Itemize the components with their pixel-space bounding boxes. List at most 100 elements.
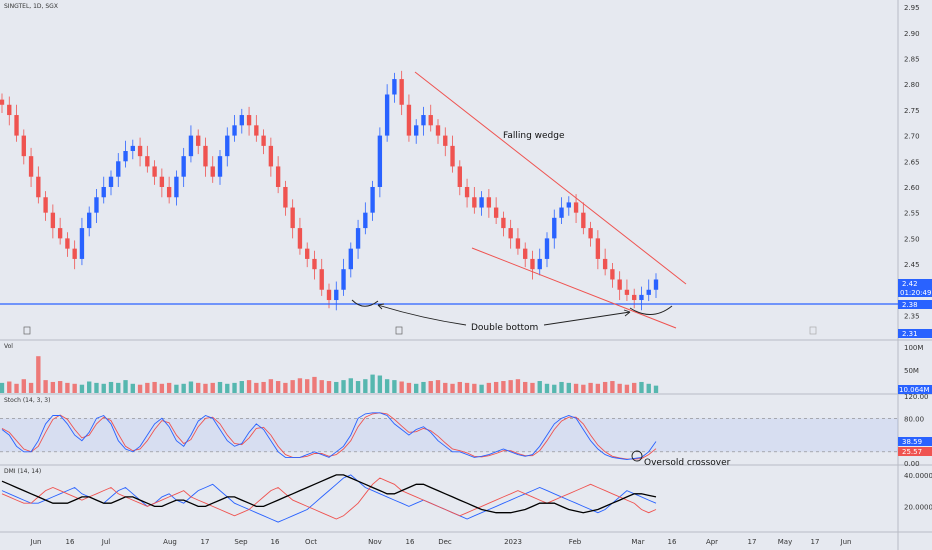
volume-bar bbox=[399, 381, 404, 393]
volume-bar bbox=[43, 380, 48, 393]
stoch-d-line bbox=[1, 412, 657, 460]
candle-body bbox=[21, 135, 26, 157]
candle-body bbox=[530, 258, 535, 270]
volume-bar bbox=[348, 378, 353, 393]
volume-bar bbox=[610, 381, 615, 393]
volume-bar bbox=[537, 381, 542, 393]
candle-body bbox=[479, 197, 484, 208]
candle-body bbox=[486, 197, 492, 208]
volume-bar bbox=[326, 381, 332, 393]
volume-bar bbox=[414, 383, 419, 393]
candle-body bbox=[174, 176, 179, 198]
dmi-label: DMI (14, 14) bbox=[4, 468, 41, 475]
second-bottom-arc bbox=[629, 305, 673, 315]
volume-bar bbox=[275, 381, 281, 393]
candle-body bbox=[152, 166, 157, 177]
candle-body bbox=[421, 115, 426, 126]
candle-body bbox=[537, 258, 542, 270]
volume-bar bbox=[559, 381, 564, 393]
volume-bar bbox=[624, 384, 630, 393]
time-tick-label: 17 bbox=[811, 538, 820, 546]
candle-body bbox=[624, 289, 630, 295]
candle-body bbox=[617, 279, 622, 290]
stoch-tick-label: 120.00 bbox=[904, 393, 929, 401]
stoch-d-last: 25.57 bbox=[902, 448, 922, 456]
event-marker[interactable] bbox=[23, 326, 31, 335]
time-tick-label: Oct bbox=[305, 538, 317, 546]
event-marker[interactable] bbox=[395, 326, 403, 335]
volume-bar bbox=[65, 382, 70, 393]
candle-body bbox=[632, 294, 637, 301]
volume-bar bbox=[0, 382, 5, 393]
arrowhead-first bbox=[377, 303, 385, 310]
time-tick-label: Jun bbox=[30, 538, 42, 546]
stoch-label: Stoch (14, 3, 3) bbox=[4, 397, 50, 404]
time-axis: Jun 16 Jul Aug 17 Sep 16 Oct Nov 16 Dec 2023 Feb Mar 1… bbox=[30, 538, 852, 546]
candle-body bbox=[123, 151, 128, 162]
volume-bar bbox=[646, 383, 651, 393]
candle-body bbox=[450, 145, 455, 167]
volume-bar bbox=[305, 379, 310, 393]
time-tick-label: Feb bbox=[569, 538, 582, 546]
candle-body bbox=[181, 156, 186, 177]
volume-bar bbox=[632, 382, 637, 393]
volume-bar bbox=[595, 383, 601, 393]
candle-body bbox=[588, 228, 593, 239]
stoch-tick-label: 0.00 bbox=[904, 460, 920, 468]
candle-body bbox=[508, 228, 513, 239]
volume-bar bbox=[501, 381, 506, 393]
candle-body bbox=[377, 135, 383, 187]
candle-body bbox=[137, 145, 143, 157]
volume-bar bbox=[406, 382, 412, 393]
volume-bar bbox=[443, 382, 448, 393]
candle-body bbox=[326, 289, 332, 301]
candles bbox=[0, 70, 659, 311]
volume-last-badge bbox=[898, 385, 932, 394]
candle-body bbox=[297, 228, 303, 249]
volume-bar bbox=[152, 381, 157, 393]
volume-bar bbox=[181, 383, 186, 393]
volume-bar bbox=[653, 385, 659, 393]
candle-body bbox=[523, 248, 528, 259]
volume-bar bbox=[159, 383, 165, 393]
price-tick-label: 2.95 bbox=[904, 4, 920, 12]
volume-bar bbox=[544, 383, 550, 393]
volume-bar bbox=[566, 382, 571, 393]
stoch-k-badge bbox=[898, 437, 932, 446]
candle-body bbox=[130, 145, 135, 152]
candle-body bbox=[341, 269, 346, 290]
candle-body bbox=[334, 289, 339, 301]
oversold-label: Oversold crossover bbox=[644, 458, 731, 468]
time-tick-label: 2023 bbox=[504, 538, 522, 546]
price-tick-label: 2.80 bbox=[904, 81, 920, 89]
volume-bar bbox=[254, 382, 259, 393]
candle-body bbox=[501, 217, 506, 229]
price-tick-label: 2.35 bbox=[904, 312, 920, 320]
time-tick-label: 17 bbox=[748, 538, 757, 546]
candle-body bbox=[87, 212, 92, 229]
volume-bar bbox=[14, 383, 19, 393]
volume-bar bbox=[188, 381, 194, 393]
volume-bar bbox=[602, 381, 608, 393]
volume-bar bbox=[130, 383, 135, 393]
time-tick-label: 16 bbox=[668, 538, 677, 546]
support-badge bbox=[898, 300, 932, 309]
candle-body bbox=[312, 258, 317, 270]
price-tick-label: 2.55 bbox=[904, 210, 920, 218]
candle-body bbox=[203, 145, 208, 167]
time-tick-label: May bbox=[778, 538, 792, 546]
candle-body bbox=[457, 166, 462, 187]
volume-bar bbox=[363, 379, 368, 393]
volume-bar bbox=[297, 378, 303, 393]
volume-tick-label: 50M bbox=[904, 367, 919, 375]
candle-body bbox=[493, 207, 499, 218]
candle-body bbox=[94, 197, 99, 213]
volume-bar bbox=[79, 384, 85, 393]
volume-last: 10.064M bbox=[899, 386, 930, 394]
volume-bar bbox=[530, 382, 535, 393]
stoch-tick-label: 80.00 bbox=[904, 415, 924, 423]
stoch-k-line bbox=[1, 412, 657, 461]
price-tick-label: 2.85 bbox=[904, 56, 920, 64]
event-marker[interactable] bbox=[809, 326, 817, 335]
